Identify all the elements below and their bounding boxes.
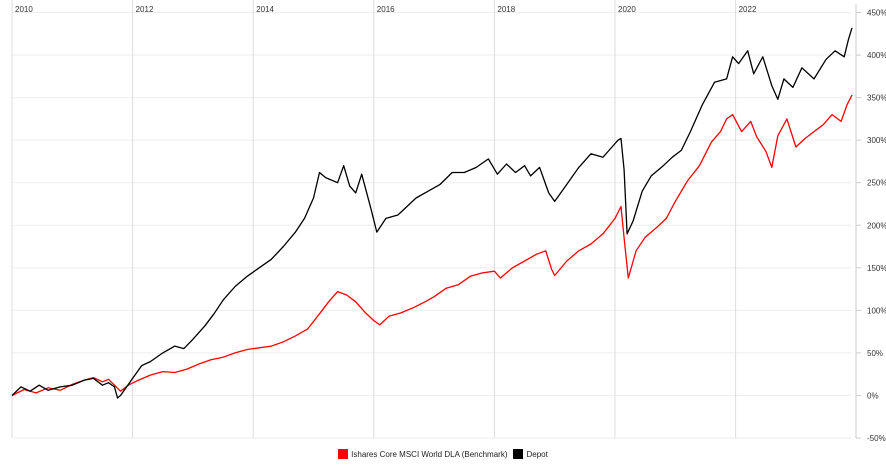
x-tick-label: 2020 [618,5,636,14]
series-line-benchmark [11,94,853,397]
x-tick-label: 2014 [256,5,274,14]
y-tick-label: 450% [867,9,886,18]
x-tick-label: 2016 [377,5,395,14]
y-tick-label: 400% [867,51,886,60]
x-tick-label: 2018 [497,5,515,14]
chart-legend: Ishares Core MSCI World DLA (Benchmark) … [0,446,886,462]
y-tick-label: 100% [867,306,886,315]
y-tick-label: 200% [867,221,886,230]
grid-layer [11,0,852,439]
y-tick-label: 50% [867,349,883,358]
y-tick-label: 300% [867,136,886,145]
legend-label-depot: Depot [526,449,548,459]
tick-layer: -50% 0% 50% 100% 150% 200% 250% 300% 350% 400% 450… [15,4,886,443]
legend-swatch-benchmark [338,449,349,459]
legend-swatch-depot [513,449,524,459]
y-tick-label: -50% [867,434,886,443]
x-tick-label: 2010 [15,5,33,14]
legend-label-benchmark: Ishares Core MSCI World DLA (Benchmark) [351,449,508,459]
series-layer [11,27,853,399]
y-tick-label: 0% [867,391,879,400]
x-tick-label: 2022 [739,5,757,14]
legend-item-benchmark[interactable]: Ishares Core MSCI World DLA (Benchmark) [338,449,507,459]
y-tick-label: 350% [867,94,886,103]
y-tick-label: 150% [867,264,886,273]
x-tick-label: 2012 [136,5,154,14]
series-line-depot [11,27,853,399]
y-tick-label: 250% [867,179,886,188]
legend-item-depot[interactable]: Depot [513,449,548,459]
